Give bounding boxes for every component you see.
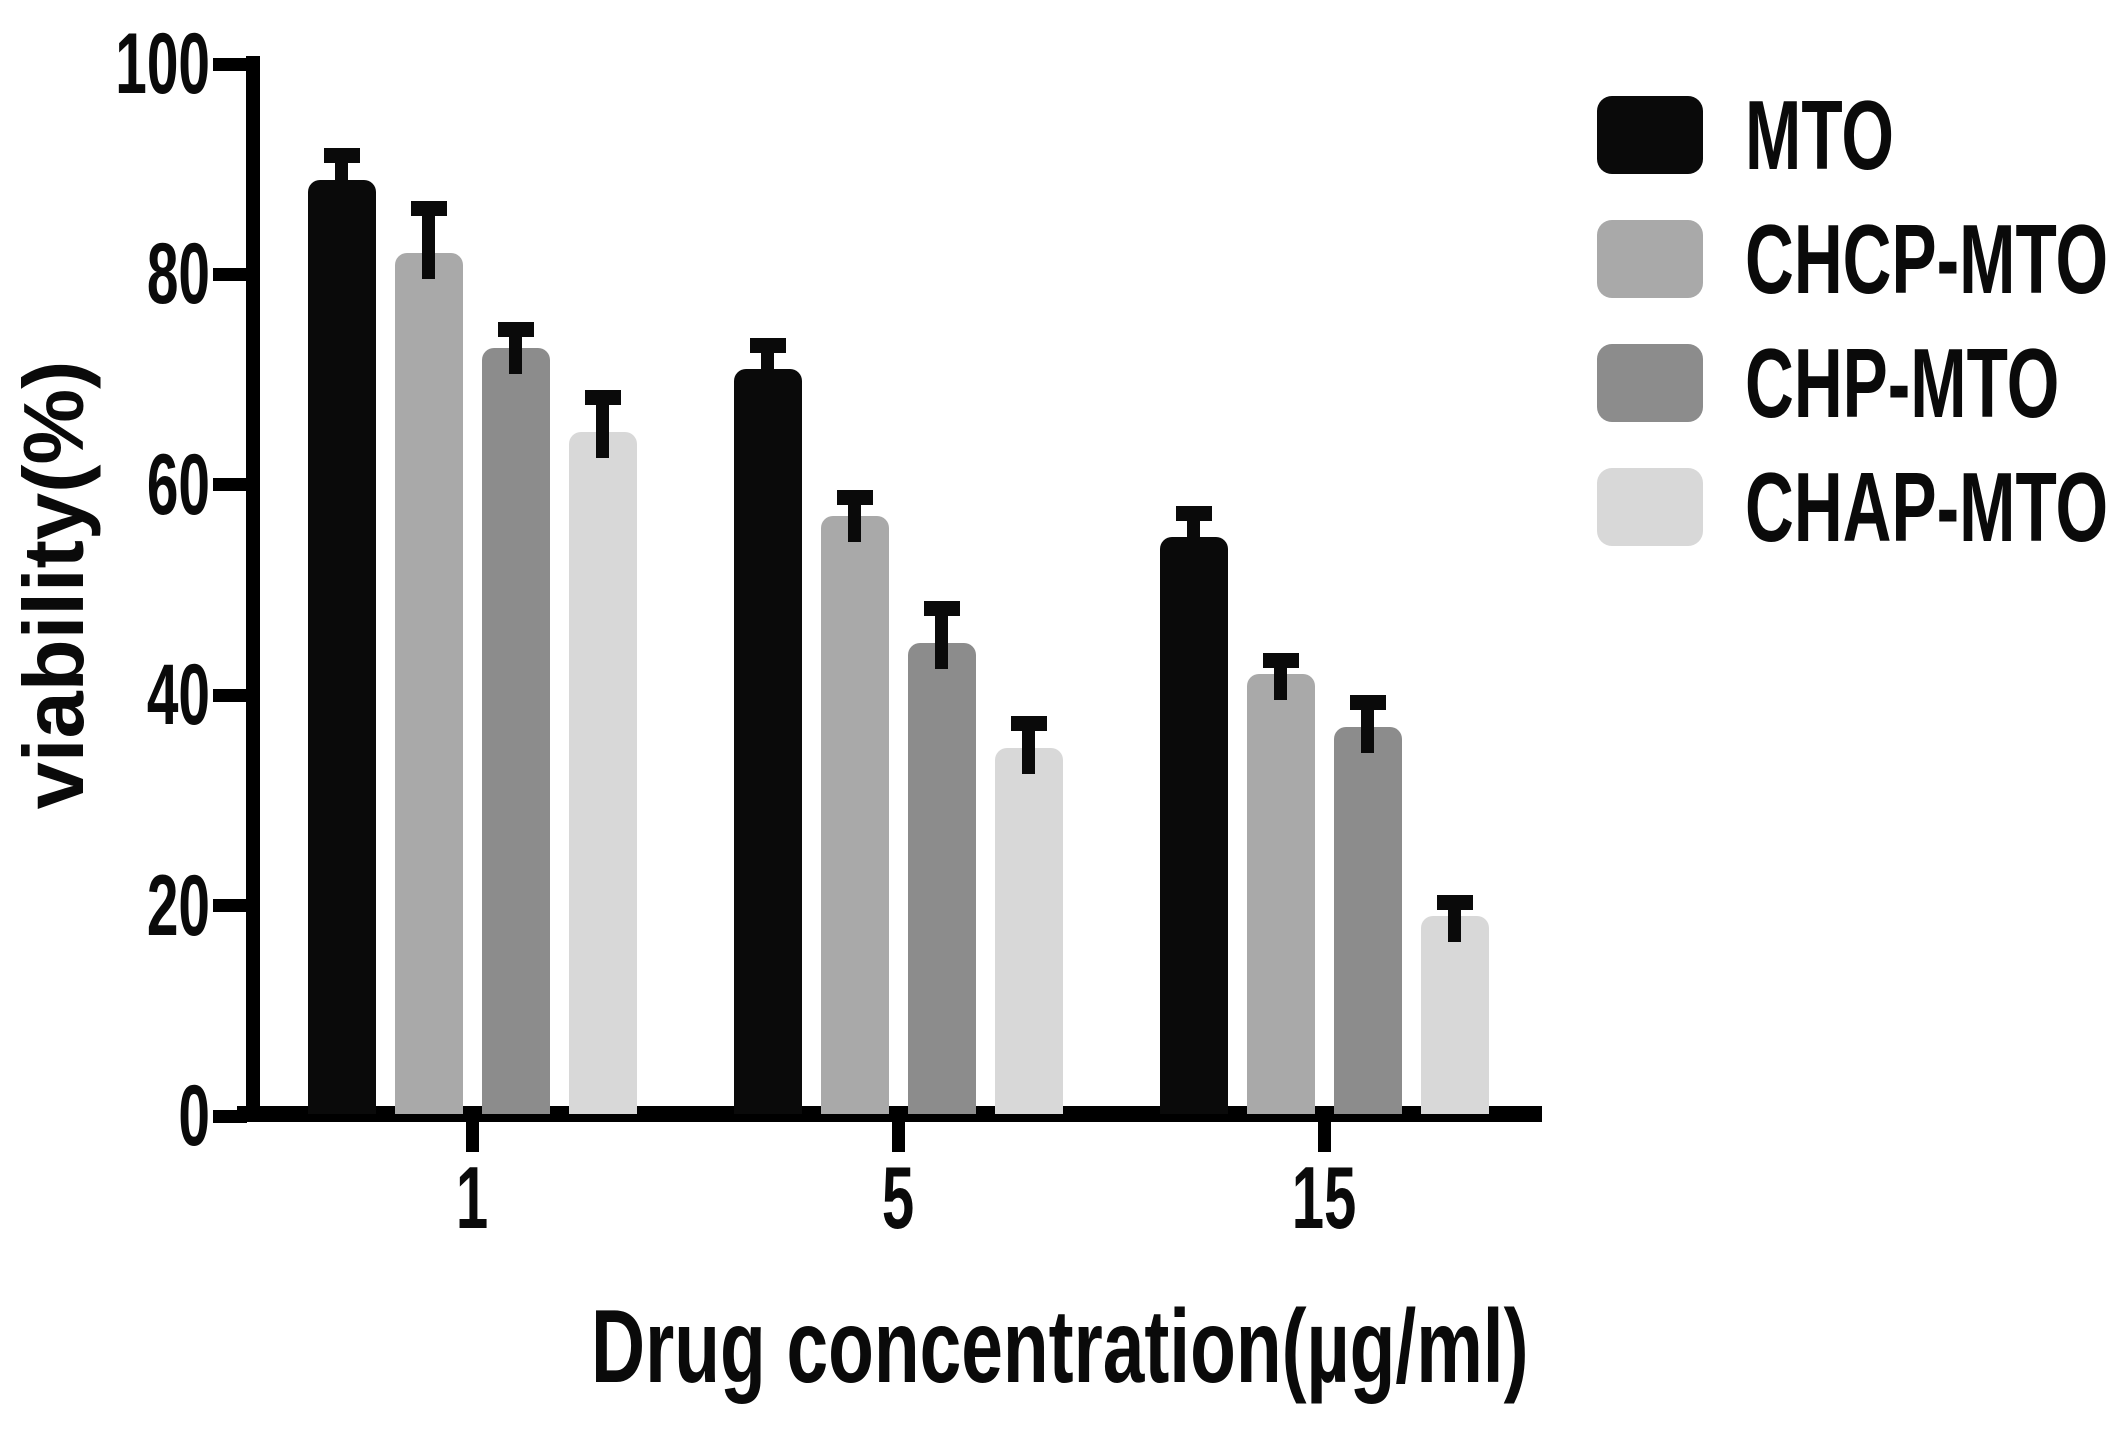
error-bar-stem [1274, 661, 1287, 701]
legend-swatch-mto [1597, 96, 1703, 174]
legend-label: CHP-MTO [1745, 328, 2060, 438]
legend: MTO CHCP-MTO CHP-MTO CHAP-MTO [1597, 86, 2122, 592]
bar-mto-15 [1159, 537, 1228, 1114]
bar-chcp-mto-15 [1246, 674, 1315, 1114]
error-bar-stem [422, 208, 435, 280]
legend-label: CHAP-MTO [1745, 452, 2109, 562]
bar-chp-mto-5 [907, 642, 976, 1114]
legend-swatch-chap-mto [1597, 468, 1703, 546]
legend-item: CHCP-MTO [1597, 210, 2122, 308]
legend-label: MTO [1745, 80, 1895, 190]
error-bar-cap [497, 321, 534, 337]
x-tick [891, 1122, 905, 1152]
bar-chap-mto-5 [994, 747, 1063, 1114]
bar-chap-mto-1 [568, 432, 637, 1114]
error-bar-cap [923, 600, 960, 616]
x-axis-title: Drug concentration(µg/ml) [591, 1289, 1529, 1405]
error-bar-stem [1448, 903, 1461, 943]
y-axis-title-text: viability(%) [7, 360, 102, 810]
legend-item: CHAP-MTO [1597, 458, 2122, 556]
x-tick-label: 5 [881, 1148, 915, 1247]
error-bar-cap [1349, 695, 1386, 711]
y-tick-label: 100 [115, 16, 210, 112]
error-bar-cap [1175, 505, 1212, 521]
error-bar-cap [836, 490, 873, 506]
y-tick-label: 60 [146, 436, 210, 533]
x-tick [1317, 1122, 1331, 1152]
y-tick [213, 688, 247, 702]
x-tick-label: 1 [455, 1148, 489, 1247]
error-bar-cap [749, 337, 786, 353]
error-bar-cap [1262, 653, 1299, 669]
y-tick-label: 40 [146, 647, 210, 744]
legend-swatch-chp-mto [1597, 344, 1703, 422]
bar-chcp-mto-1 [394, 253, 463, 1114]
bar-chap-mto-15 [1420, 916, 1489, 1114]
error-bar-stem [761, 345, 774, 396]
y-axis-title: viability(%) [7, 275, 102, 895]
y-tick-label: 20 [146, 857, 210, 954]
legend-label: CHCP-MTO [1745, 204, 2109, 314]
y-tick [213, 267, 247, 281]
y-tick [213, 57, 247, 71]
error-bar-stem [1361, 703, 1374, 753]
bar-mto-5 [733, 369, 802, 1114]
error-bar-stem [596, 398, 609, 459]
error-bar-cap [1436, 895, 1473, 911]
error-bar-stem [1187, 513, 1200, 564]
y-tick-label: 0 [178, 1068, 210, 1164]
error-bar-stem [509, 329, 522, 375]
bar-mto-1 [307, 179, 376, 1114]
legend-swatch-chcp-mto [1597, 220, 1703, 298]
y-tick [213, 478, 247, 492]
error-bar-stem [848, 498, 861, 543]
error-bar-stem [935, 608, 948, 669]
x-tick [465, 1122, 479, 1152]
x-tick-label: 15 [1291, 1148, 1357, 1247]
legend-item: MTO [1597, 86, 2122, 184]
error-bar-cap [410, 200, 447, 216]
y-tick [213, 1109, 247, 1123]
error-bar-cap [1010, 716, 1047, 732]
y-axis-line [246, 56, 260, 1122]
error-bar-stem [1022, 724, 1035, 774]
y-tick-label: 80 [146, 226, 210, 323]
bar-chcp-mto-5 [820, 516, 889, 1114]
error-bar-stem [335, 156, 348, 206]
error-bar-cap [584, 390, 621, 406]
y-tick [213, 899, 247, 913]
bar-chp-mto-1 [481, 348, 550, 1114]
error-bar-cap [323, 148, 360, 164]
legend-item: CHP-MTO [1597, 334, 2122, 432]
bar-chp-mto-15 [1333, 726, 1402, 1114]
